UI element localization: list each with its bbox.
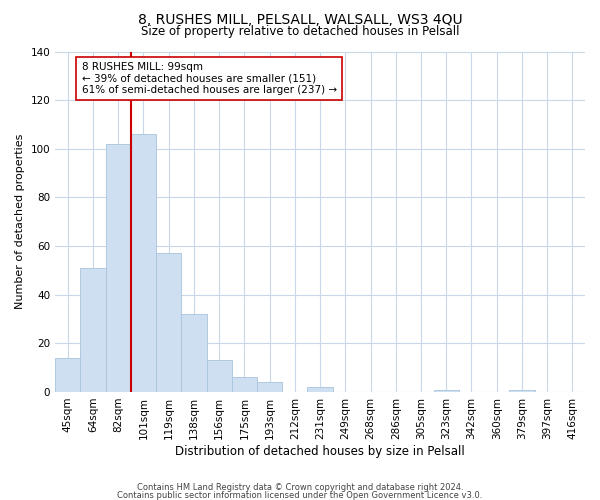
Bar xyxy=(55,358,80,392)
Text: Contains HM Land Registry data © Crown copyright and database right 2024.: Contains HM Land Registry data © Crown c… xyxy=(137,484,463,492)
Bar xyxy=(206,360,232,392)
Bar xyxy=(80,268,106,392)
Bar xyxy=(509,390,535,392)
Bar xyxy=(434,390,459,392)
Bar xyxy=(131,134,156,392)
Bar xyxy=(181,314,206,392)
Text: 8 RUSHES MILL: 99sqm
← 39% of detached houses are smaller (151)
61% of semi-deta: 8 RUSHES MILL: 99sqm ← 39% of detached h… xyxy=(82,62,337,95)
Bar xyxy=(156,254,181,392)
Text: Contains public sector information licensed under the Open Government Licence v3: Contains public sector information licen… xyxy=(118,491,482,500)
Y-axis label: Number of detached properties: Number of detached properties xyxy=(15,134,25,310)
Text: 8, RUSHES MILL, PELSALL, WALSALL, WS3 4QU: 8, RUSHES MILL, PELSALL, WALSALL, WS3 4Q… xyxy=(137,12,463,26)
Bar xyxy=(307,387,332,392)
X-axis label: Distribution of detached houses by size in Pelsall: Distribution of detached houses by size … xyxy=(175,444,465,458)
Bar xyxy=(257,382,282,392)
Bar xyxy=(106,144,131,392)
Text: Size of property relative to detached houses in Pelsall: Size of property relative to detached ho… xyxy=(141,25,459,38)
Bar xyxy=(232,378,257,392)
